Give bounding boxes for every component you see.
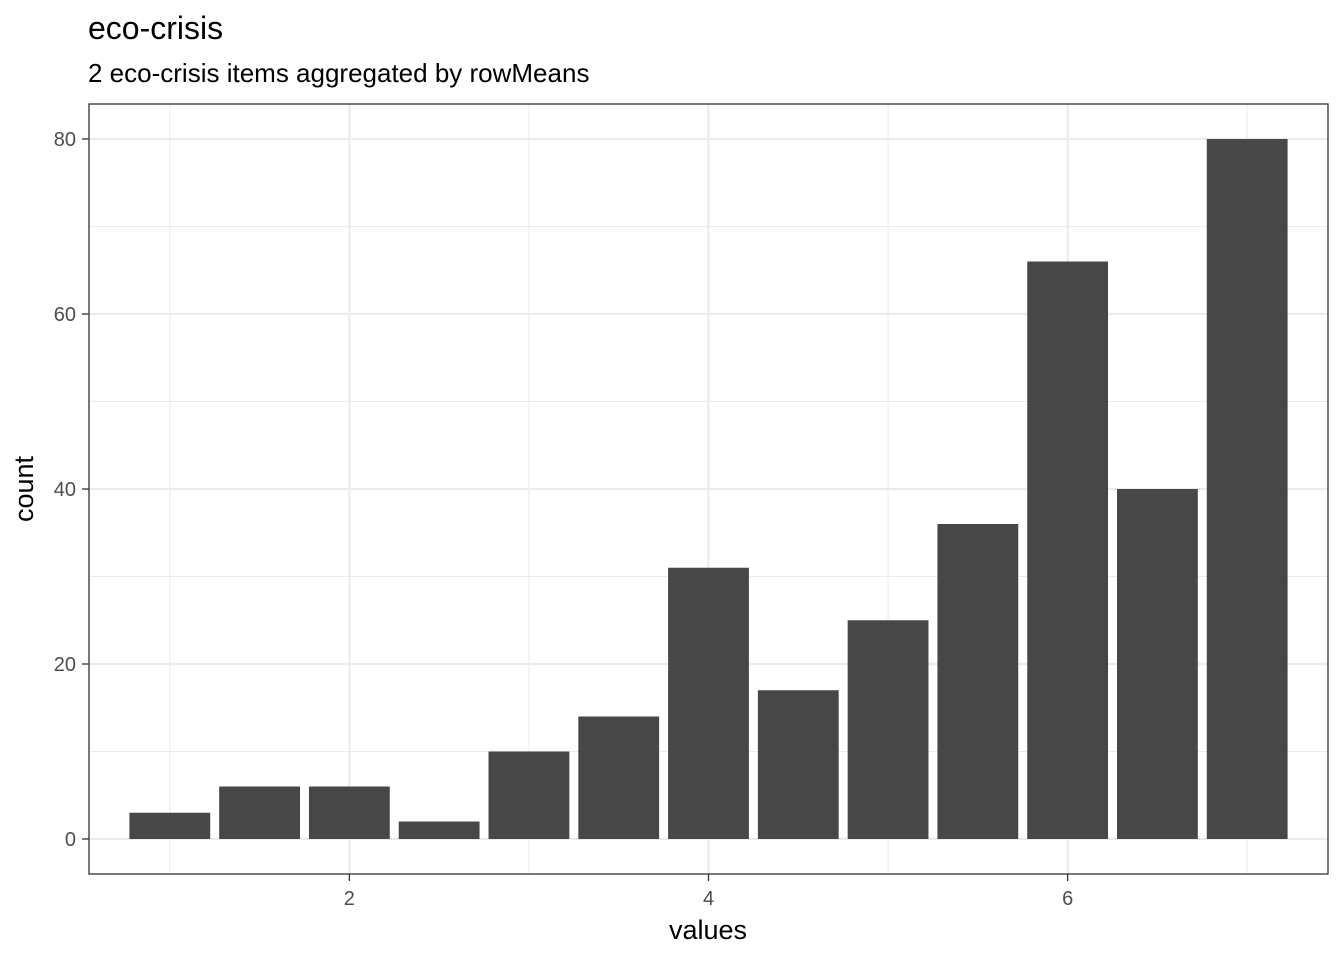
- x-tick-label: 4: [703, 888, 714, 910]
- y-tick-label: 60: [54, 304, 76, 326]
- y-axis-label: count: [6, 456, 42, 522]
- bar: [1207, 139, 1288, 839]
- bar: [668, 568, 749, 839]
- bar: [399, 822, 480, 840]
- bar: [578, 717, 659, 840]
- x-tick-label: 2: [344, 888, 355, 910]
- y-tick-label: 40: [54, 479, 76, 501]
- x-tick-label: 6: [1062, 888, 1073, 910]
- bar: [309, 787, 390, 840]
- x-axis-label: values: [88, 912, 1328, 948]
- y-tick-label: 0: [65, 829, 76, 851]
- y-tick-label: 80: [54, 129, 76, 151]
- bar: [937, 524, 1018, 839]
- bar: [1117, 489, 1198, 839]
- y-tick-label: 20: [54, 654, 76, 676]
- bar: [129, 813, 210, 839]
- bar: [848, 620, 929, 839]
- bar: [489, 752, 570, 840]
- bar: [1027, 262, 1108, 840]
- bar: [758, 690, 839, 839]
- bar: [219, 787, 300, 840]
